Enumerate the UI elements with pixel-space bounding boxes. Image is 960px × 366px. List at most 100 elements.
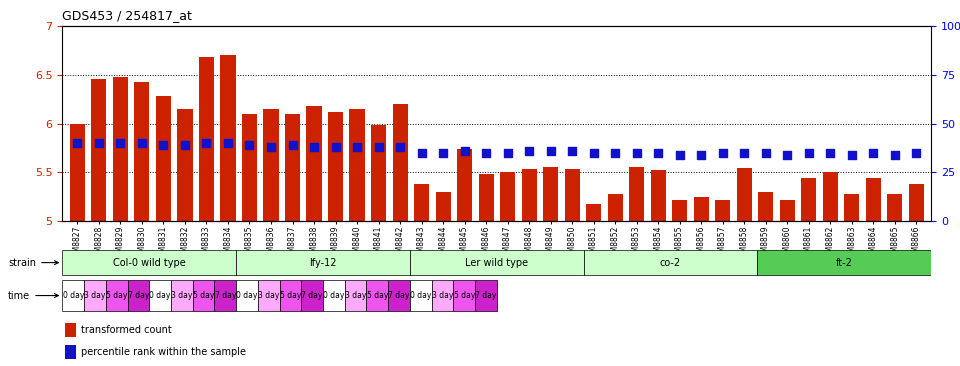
Bar — [113, 76, 128, 221]
Text: 0 day: 0 day — [324, 291, 345, 300]
Bar — [285, 114, 300, 221]
Bar — [521, 169, 537, 221]
Point — [327, 144, 343, 150]
Bar — [693, 197, 708, 221]
Text: 3 day: 3 day — [171, 291, 193, 300]
Bar — [349, 109, 365, 221]
Point — [844, 152, 859, 158]
Point — [457, 148, 472, 154]
Point — [220, 140, 235, 146]
Text: 3 day: 3 day — [84, 291, 106, 300]
Point — [629, 150, 644, 156]
Bar — [91, 79, 107, 221]
Bar — [214, 280, 236, 311]
Bar — [436, 192, 450, 221]
Point — [285, 142, 300, 148]
Bar — [193, 280, 214, 311]
Bar — [410, 280, 432, 311]
Point — [134, 140, 150, 146]
Point — [500, 150, 516, 156]
Bar — [414, 184, 429, 221]
Point — [651, 150, 666, 156]
Text: 5 day: 5 day — [367, 291, 388, 300]
Bar — [866, 178, 880, 221]
Text: 7 day: 7 day — [475, 291, 496, 300]
Text: 0 day: 0 day — [62, 291, 84, 300]
Point — [608, 150, 623, 156]
Point — [543, 148, 559, 154]
Bar — [65, 345, 76, 359]
Bar — [736, 168, 752, 221]
Bar — [306, 106, 322, 221]
Point — [887, 152, 902, 158]
Bar — [715, 200, 731, 221]
Bar — [236, 250, 410, 275]
Point — [908, 150, 924, 156]
Bar — [279, 280, 301, 311]
Bar — [236, 280, 258, 311]
Text: time: time — [8, 291, 59, 300]
Point — [715, 150, 731, 156]
Text: co-2: co-2 — [660, 258, 682, 268]
Bar — [323, 280, 345, 311]
Bar — [475, 280, 497, 311]
Point — [693, 152, 708, 158]
Text: percentile rank within the sample: percentile rank within the sample — [81, 347, 246, 357]
Text: GDS453 / 254817_at: GDS453 / 254817_at — [62, 9, 192, 22]
Bar — [457, 149, 472, 221]
Bar — [393, 104, 408, 221]
Text: 5 day: 5 day — [193, 291, 214, 300]
Point — [70, 140, 85, 146]
Text: 7 day: 7 day — [301, 291, 323, 300]
Bar — [178, 109, 193, 221]
Bar — [65, 323, 76, 337]
Bar — [156, 96, 171, 221]
Bar — [584, 250, 757, 275]
Bar — [62, 250, 236, 275]
Point — [371, 144, 386, 150]
Point — [521, 148, 537, 154]
Text: 5 day: 5 day — [106, 291, 128, 300]
Point — [564, 148, 580, 154]
Bar — [432, 280, 453, 311]
Bar — [345, 280, 367, 311]
Text: lfy-12: lfy-12 — [309, 258, 337, 268]
Bar — [70, 124, 85, 221]
Point — [801, 150, 816, 156]
Point — [672, 152, 687, 158]
Bar — [478, 175, 493, 221]
Bar — [586, 204, 601, 221]
Bar — [887, 194, 902, 221]
Bar — [106, 280, 128, 311]
Text: 3 day: 3 day — [432, 291, 453, 300]
Text: 5 day: 5 day — [279, 291, 301, 300]
Point — [156, 142, 171, 148]
Bar — [150, 280, 171, 311]
Bar — [757, 250, 931, 275]
Bar — [629, 167, 644, 221]
Text: 0 day: 0 day — [150, 291, 171, 300]
Bar — [758, 192, 773, 221]
Bar — [801, 178, 816, 221]
Point — [586, 150, 601, 156]
Bar — [388, 280, 410, 311]
Point — [435, 150, 450, 156]
Point — [393, 144, 408, 150]
Bar — [543, 167, 558, 221]
Text: 3 day: 3 day — [258, 291, 279, 300]
Bar — [371, 126, 386, 221]
Bar — [410, 250, 584, 275]
Point — [91, 140, 107, 146]
Point — [736, 150, 752, 156]
Text: 0 day: 0 day — [236, 291, 257, 300]
Bar — [62, 280, 84, 311]
Bar — [608, 194, 623, 221]
Bar — [453, 280, 475, 311]
Point — [178, 142, 193, 148]
Text: 3 day: 3 day — [345, 291, 367, 300]
Text: 7 day: 7 day — [215, 291, 236, 300]
Bar — [263, 109, 278, 221]
Text: strain: strain — [8, 258, 59, 268]
Point — [349, 144, 365, 150]
Text: Col-0 wild type: Col-0 wild type — [113, 258, 185, 268]
